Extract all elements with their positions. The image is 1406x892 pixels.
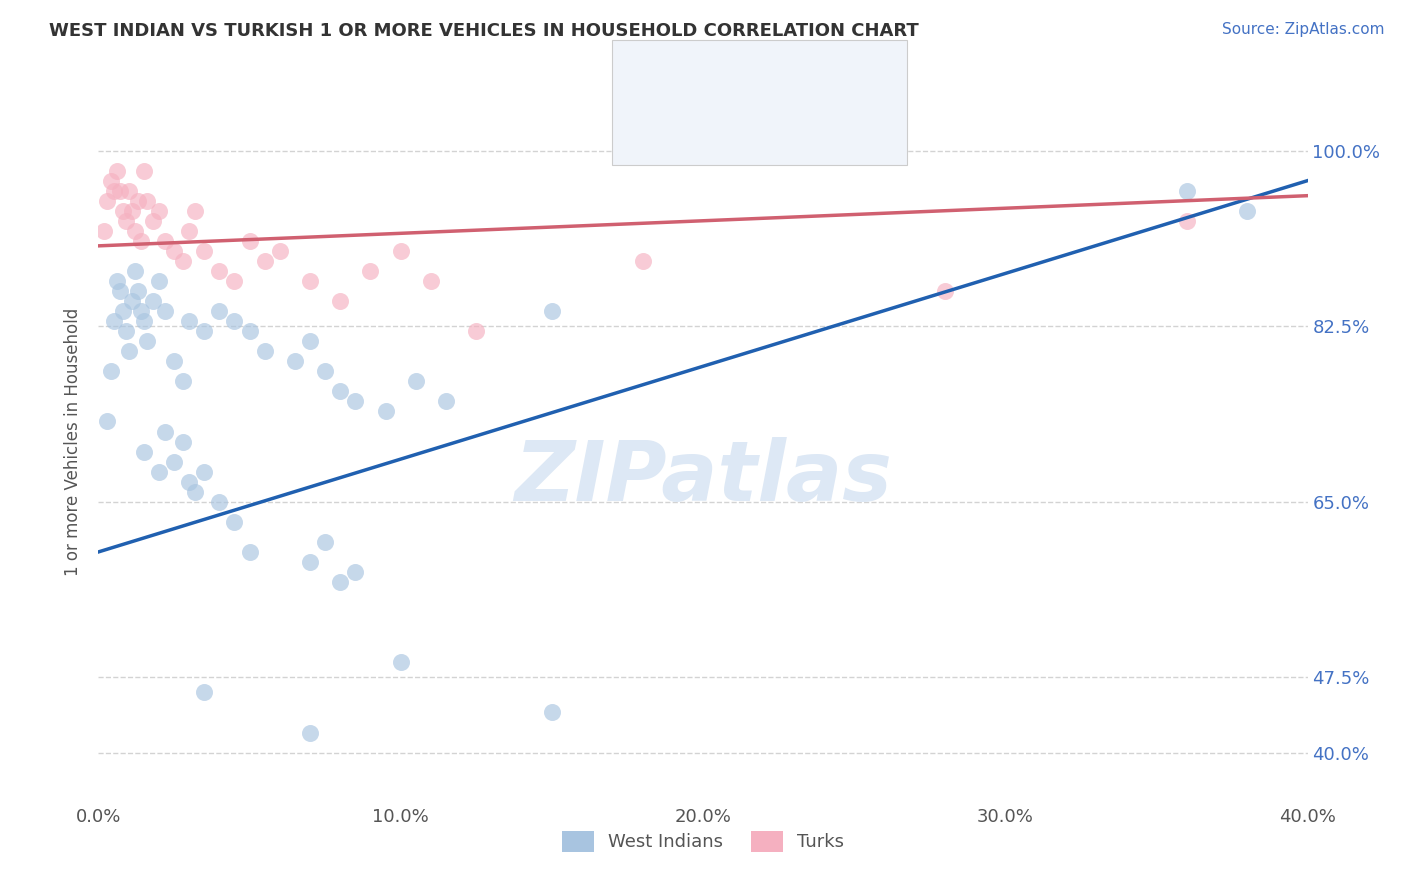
Point	[163, 244, 186, 258]
Point	[127, 194, 149, 208]
Point	[114, 213, 136, 227]
Point	[540, 304, 562, 318]
Point	[96, 194, 118, 208]
Point	[111, 304, 134, 318]
Point	[96, 414, 118, 428]
Point	[127, 284, 149, 298]
Point	[239, 234, 262, 248]
Point	[132, 163, 155, 178]
Point	[239, 324, 262, 338]
Point	[299, 334, 322, 349]
Point	[114, 324, 136, 338]
Point	[284, 354, 307, 368]
Point	[179, 314, 201, 328]
Point	[153, 304, 176, 318]
Point	[142, 213, 165, 227]
Point	[153, 425, 176, 439]
Point	[299, 725, 322, 739]
Point	[193, 244, 215, 258]
Legend: West Indians, Turks: West Indians, Turks	[554, 823, 852, 859]
Point	[253, 344, 276, 359]
Point	[224, 515, 246, 529]
Point	[121, 203, 143, 218]
Point	[374, 404, 396, 418]
Point	[344, 394, 367, 409]
Text: R = 0.351    N = 47: R = 0.351 N = 47	[672, 100, 863, 119]
Point	[142, 293, 165, 308]
Point	[100, 364, 122, 378]
Point	[118, 184, 141, 198]
Point	[208, 264, 231, 278]
Point	[132, 314, 155, 328]
Point	[224, 274, 246, 288]
Point	[389, 655, 412, 669]
Point	[135, 194, 157, 208]
Point	[1236, 203, 1258, 218]
Point	[540, 706, 562, 720]
Point	[224, 314, 246, 328]
Point	[108, 184, 131, 198]
Point	[179, 475, 201, 489]
Point	[163, 455, 186, 469]
Point	[208, 304, 231, 318]
Point	[108, 284, 131, 298]
Point	[103, 184, 125, 198]
Point	[132, 444, 155, 458]
Point	[405, 375, 427, 389]
Text: ZIPatlas: ZIPatlas	[515, 437, 891, 518]
Point	[314, 535, 336, 549]
Point	[118, 344, 141, 359]
Point	[184, 203, 207, 218]
Point	[105, 163, 128, 178]
Point	[253, 254, 276, 268]
Point	[344, 565, 367, 579]
Point	[93, 224, 115, 238]
Text: R = 0.301    N = 44: R = 0.301 N = 44	[672, 55, 863, 74]
Point	[208, 494, 231, 508]
Point	[193, 324, 215, 338]
Point	[329, 575, 352, 590]
Point	[1175, 213, 1198, 227]
Point	[172, 375, 194, 389]
Point	[299, 274, 322, 288]
Point	[465, 324, 488, 338]
Point	[299, 555, 322, 569]
Point	[105, 274, 128, 288]
Point	[148, 203, 170, 218]
Point	[329, 293, 352, 308]
Point	[269, 244, 291, 258]
Point	[124, 264, 146, 278]
Point	[420, 274, 443, 288]
Point	[934, 284, 956, 298]
Point	[163, 354, 186, 368]
Point	[100, 174, 122, 188]
Point	[153, 234, 176, 248]
Point	[631, 254, 654, 268]
Point	[329, 384, 352, 399]
Point	[103, 314, 125, 328]
Point	[148, 465, 170, 479]
Point	[1175, 184, 1198, 198]
Point	[121, 293, 143, 308]
Point	[184, 484, 207, 499]
Point	[129, 234, 152, 248]
Point	[314, 364, 336, 378]
Text: Source: ZipAtlas.com: Source: ZipAtlas.com	[1222, 22, 1385, 37]
Point	[360, 264, 382, 278]
Point	[135, 334, 157, 349]
Point	[193, 685, 215, 699]
Point	[172, 434, 194, 449]
Point	[179, 224, 201, 238]
Point	[129, 304, 152, 318]
Point	[124, 224, 146, 238]
Point	[193, 465, 215, 479]
Point	[148, 274, 170, 288]
Point	[111, 203, 134, 218]
Y-axis label: 1 or more Vehicles in Household: 1 or more Vehicles in Household	[65, 308, 83, 575]
Text: WEST INDIAN VS TURKISH 1 OR MORE VEHICLES IN HOUSEHOLD CORRELATION CHART: WEST INDIAN VS TURKISH 1 OR MORE VEHICLE…	[49, 22, 920, 40]
Point	[389, 244, 412, 258]
Point	[434, 394, 457, 409]
Point	[239, 545, 262, 559]
Point	[172, 254, 194, 268]
